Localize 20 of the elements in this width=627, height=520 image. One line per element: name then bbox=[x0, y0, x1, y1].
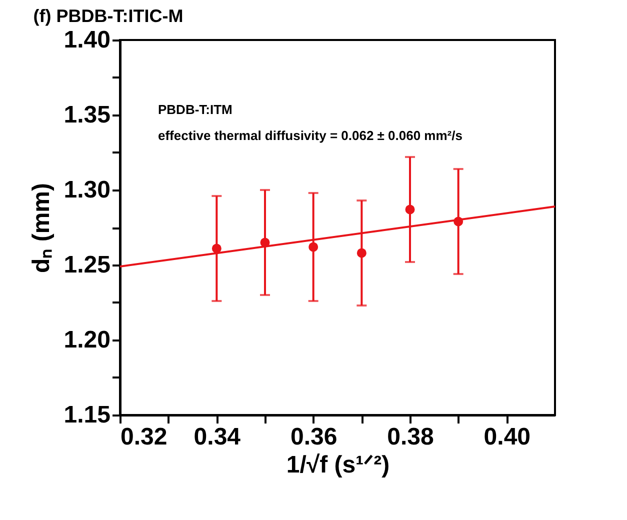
point bbox=[405, 204, 415, 214]
y-tick-label: 1.15 bbox=[64, 402, 110, 428]
x-tick-label: 0.32 bbox=[120, 424, 168, 450]
annotation: effective thermal diffusivity = 0.062 ± 0.060 mm²/s bbox=[158, 128, 462, 143]
x-tick-label: 0.38 bbox=[387, 424, 434, 450]
x-tick-label: 0.36 bbox=[290, 424, 338, 450]
y-axis-title: dₙ (mm) bbox=[28, 183, 55, 273]
y-tick-label: 1.40 bbox=[64, 26, 110, 54]
x-tick-label: 0.40 bbox=[484, 424, 531, 450]
y-tick-label: 1.30 bbox=[64, 176, 110, 204]
y-tick-label: 1.20 bbox=[64, 326, 110, 354]
y-tick-label: 1.25 bbox=[64, 252, 110, 278]
point bbox=[308, 242, 318, 252]
x-axis-title: 1/√f (s¹ᐟ²) bbox=[286, 452, 390, 478]
y-tick-label: 1.35 bbox=[64, 102, 110, 128]
annotation: PBDB-T:ITM bbox=[158, 102, 232, 117]
x-tick-label: 0.34 bbox=[194, 424, 242, 450]
chart-title: (f) PBDB-T:ITIC-M bbox=[33, 6, 184, 26]
point bbox=[356, 248, 366, 258]
point bbox=[212, 244, 222, 254]
